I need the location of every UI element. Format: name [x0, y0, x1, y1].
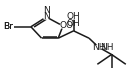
Text: N: N — [43, 6, 50, 15]
Text: NH: NH — [92, 43, 105, 52]
Circle shape — [43, 15, 49, 19]
Text: O: O — [66, 21, 73, 30]
Text: NH: NH — [100, 43, 114, 52]
Text: O: O — [59, 21, 66, 30]
Circle shape — [60, 24, 66, 28]
Text: OH: OH — [67, 12, 81, 22]
Text: Br: Br — [3, 22, 13, 31]
Circle shape — [71, 15, 77, 19]
Text: Br: Br — [3, 22, 13, 31]
Text: N: N — [43, 12, 50, 22]
Text: OH: OH — [67, 19, 81, 28]
Circle shape — [96, 45, 101, 49]
